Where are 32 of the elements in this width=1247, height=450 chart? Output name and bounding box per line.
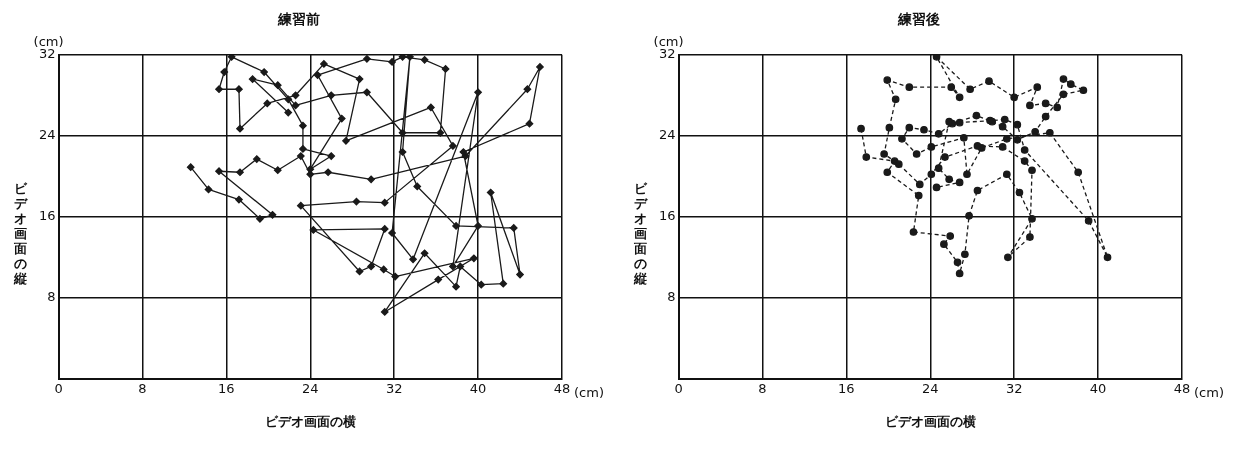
y-tick-label: 16 [659, 208, 676, 224]
x-tick-label: 8 [758, 380, 767, 396]
x-tick-label: 0 [674, 380, 683, 396]
y-tick-label: 32 [659, 46, 676, 62]
y-tick-label: 32 [39, 46, 56, 62]
chart-title: 練習前 [277, 11, 320, 28]
x-tick-label: 48 [553, 380, 571, 396]
text: (cm) [33, 33, 64, 49]
x-tick-label: 32 [385, 380, 403, 396]
x-axis-title: ビデオ画面の横 [264, 413, 356, 429]
chart-title: 練習後 [897, 11, 940, 28]
y-tick-label: 8 [47, 289, 56, 305]
text: (cm) [1194, 384, 1224, 400]
text: (cm) [653, 33, 684, 49]
x-tick-label: 40 [469, 380, 487, 396]
x-tick-label: 16 [838, 380, 855, 396]
x-tick-label: 24 [922, 380, 939, 396]
x-tick-label: 0 [54, 380, 63, 396]
x-tick-label: 32 [1005, 380, 1023, 396]
y-tick-label: 16 [39, 208, 56, 224]
x-tick-label: 40 [1089, 380, 1107, 396]
y-tick-label: 24 [659, 127, 676, 143]
y-axis-title: ビデオ画面の縦 [632, 180, 649, 286]
x-tick-label: 16 [218, 380, 235, 396]
x-tick-label: 24 [302, 380, 319, 396]
x-tick-label: 48 [1173, 380, 1191, 396]
x-tick-label: 8 [138, 380, 147, 396]
y-tick-label: 8 [667, 289, 676, 305]
text: (cm) [574, 384, 604, 400]
x-axis-title: ビデオ画面の横 [884, 413, 976, 429]
y-tick-label: 24 [39, 127, 56, 143]
y-axis-title: ビデオ画面の縦 [12, 180, 29, 286]
